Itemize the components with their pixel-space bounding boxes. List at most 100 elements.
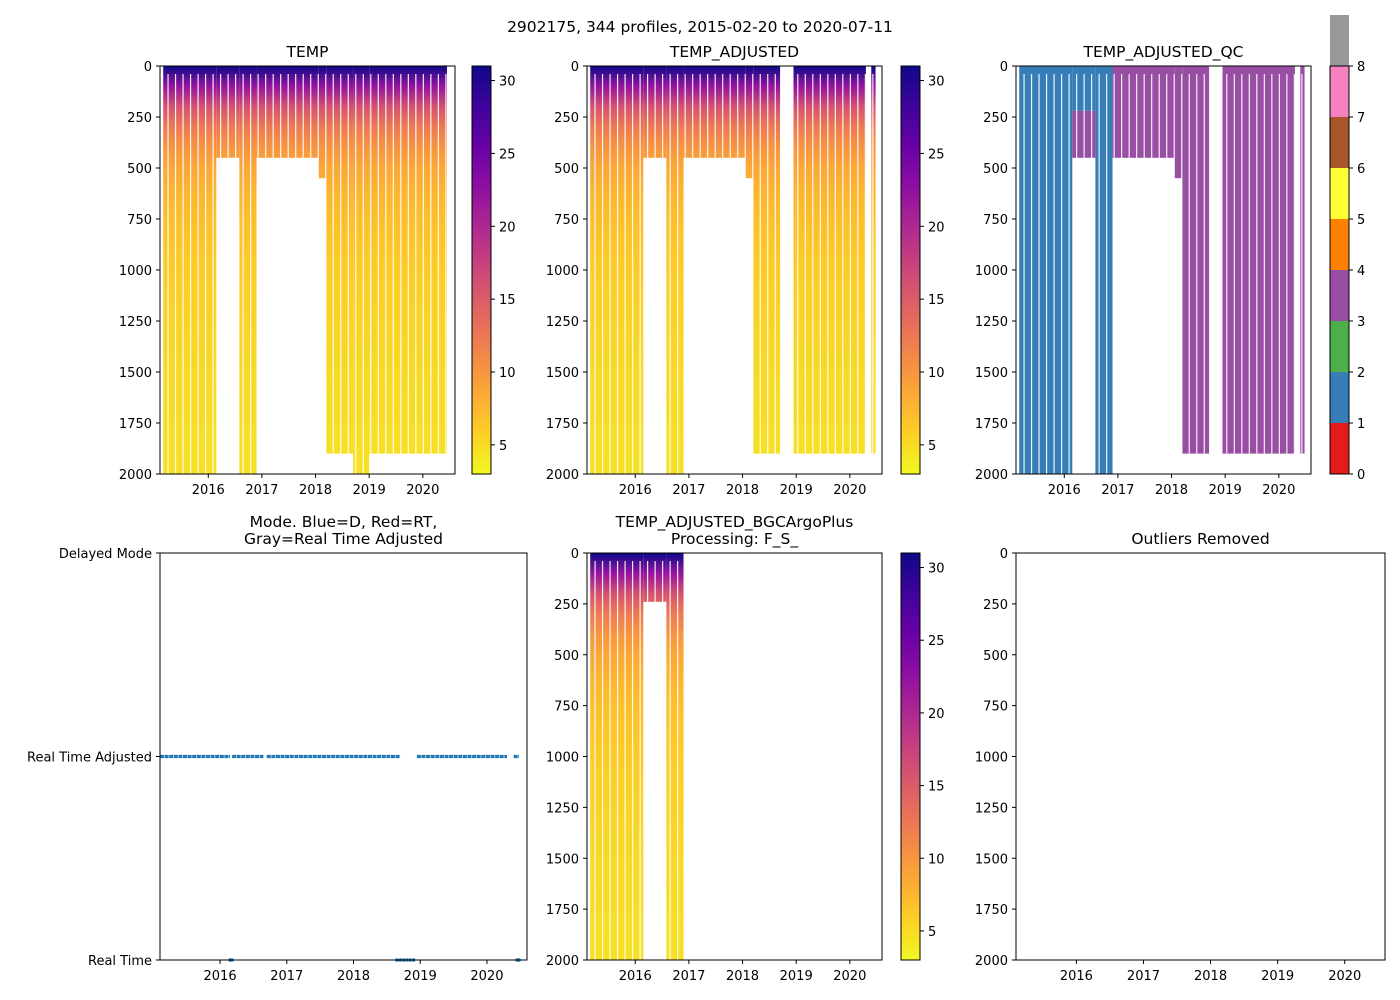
temp_qc-ytick-label: 1500 xyxy=(975,366,1008,381)
temp_qc-colorbar-tick-label: 0 xyxy=(1357,468,1365,483)
temp-profile-block xyxy=(353,66,370,474)
outliers-ytick-label: 250 xyxy=(983,598,1008,613)
temp_adj-profile-block xyxy=(745,66,754,179)
bgc-ytick-label: 750 xyxy=(554,700,579,715)
bgc-colorbar-tick-label: 5 xyxy=(928,925,936,940)
bgc-colorbar-tick-label: 15 xyxy=(928,780,945,795)
temp_adj-ytick-label: 750 xyxy=(554,213,579,228)
outliers-xtick-label: 2019 xyxy=(1261,969,1294,984)
temp_qc-colorbar-tick-label: 5 xyxy=(1357,213,1365,228)
temp_qc-xtick-label: 2017 xyxy=(1101,483,1134,498)
bgc-ytick-label: 1500 xyxy=(546,852,579,867)
temp_qc-xtick-label: 2018 xyxy=(1155,483,1188,498)
temp_adj-xtick-label: 2017 xyxy=(672,483,705,498)
temp-colorbar-tick-label: 5 xyxy=(499,439,507,454)
temp-colorbar-tick-label: 15 xyxy=(499,293,516,308)
mode-title: Gray=Real Time Adjusted xyxy=(244,530,443,548)
temp-profile-block xyxy=(318,66,327,179)
temp-ytick-label: 0 xyxy=(144,60,152,75)
temp_adj-xtick-label: 2020 xyxy=(833,483,866,498)
temp_qc-xtick-label: 2020 xyxy=(1262,483,1295,498)
temp_adj-ytick-label: 250 xyxy=(554,111,579,126)
temp_adj-ytick-label: 500 xyxy=(554,162,579,177)
temp_adj-ytick-label: 1250 xyxy=(546,315,579,330)
temp_adj-colorbar-tick-label: 20 xyxy=(928,220,945,235)
temp_qc-ytick-label: 500 xyxy=(983,162,1008,177)
temp_qc-colorbar-tick-label: 1 xyxy=(1357,417,1365,432)
temp_qc-qc-block xyxy=(1112,66,1175,158)
temp_adj-axes-frame xyxy=(586,65,883,475)
temp-colorbar-tick-label: 30 xyxy=(499,75,516,90)
outliers-xtick-label: 2016 xyxy=(1060,969,1093,984)
temp_qc-ytick-label: 1250 xyxy=(975,315,1008,330)
temp-colorbar-frame xyxy=(471,65,492,475)
mode-xtick-label: 2017 xyxy=(270,969,303,984)
bgc-xtick-label: 2016 xyxy=(619,969,652,984)
panel-bgc: 0 250 500 750 1000 1250 1500 1750 2000 2016 2017 20… xyxy=(546,513,945,984)
temp_qc-qc-block xyxy=(1095,66,1113,474)
bgc-ytick-label: 2000 xyxy=(546,954,579,969)
bgc-colorbar-tick-label: 20 xyxy=(928,707,945,722)
bgc-xtick-label: 2018 xyxy=(726,969,759,984)
temp_qc-colorbar-swatch xyxy=(1330,117,1349,168)
outliers-ytick-label: 0 xyxy=(1000,547,1008,562)
bgc-title: Processing: F_S_ xyxy=(671,530,798,549)
temp_adj-colorbar-fill xyxy=(901,66,920,474)
temp_adj-profile-block xyxy=(666,66,684,474)
temp-ytick-label: 2000 xyxy=(119,468,152,483)
bgc-xtick-label: 2020 xyxy=(833,969,866,984)
temp_adj-colorbar-tick-label: 10 xyxy=(928,366,945,381)
temp_qc-colorbar-tick-label: 2 xyxy=(1357,366,1365,381)
temp_qc-colorbar-swatch xyxy=(1330,66,1349,117)
temp_adj-xtick-label: 2016 xyxy=(619,483,652,498)
temp-xtick-label: 2018 xyxy=(299,483,332,498)
bgc-colorbar-tick-label: 10 xyxy=(928,852,945,867)
bgc-ytick-label: 250 xyxy=(554,598,579,613)
temp_qc-xtick-label: 2016 xyxy=(1048,483,1081,498)
temp-ytick-label: 500 xyxy=(127,162,152,177)
outliers-ytick-label: 2000 xyxy=(975,954,1008,969)
temp-axes-frame xyxy=(159,65,456,475)
temp_adj-title: TEMP_ADJUSTED xyxy=(669,43,799,62)
temp_qc-colorbar-tick-label: 6 xyxy=(1357,162,1365,177)
temp_qc-colorbar-swatch xyxy=(1330,168,1349,219)
mode-xtick-label: 2019 xyxy=(404,969,437,984)
bgc-ytick-label: 500 xyxy=(554,649,579,664)
temp_qc-ytick-label: 750 xyxy=(983,213,1008,228)
temp_adj-ytick-label: 2000 xyxy=(546,468,579,483)
outliers-ytick-label: 1000 xyxy=(975,751,1008,766)
temp-title: TEMP xyxy=(286,43,329,61)
temp-ytick-label: 1750 xyxy=(119,417,152,432)
outliers-title: Outliers Removed xyxy=(1131,530,1269,548)
temp-colorbar-tick-label: 25 xyxy=(499,147,516,162)
temp-xtick-label: 2020 xyxy=(406,483,439,498)
temp_qc-ytick-label: 1750 xyxy=(975,417,1008,432)
temp_qc-colorbar-swatch xyxy=(1330,15,1349,66)
temp_adj-ytick-label: 0 xyxy=(571,60,579,75)
temp_qc-qc-block xyxy=(1019,66,1073,474)
temp_adj-profile-block xyxy=(590,66,644,474)
temp-colorbar-fill xyxy=(472,66,491,474)
temp_qc-colorbar-swatch xyxy=(1330,321,1349,372)
mode-title: Mode. Blue=D, Red=RT, xyxy=(250,513,438,531)
panel-mode: Delayed Mode Real Time Adjusted Real Time 2… xyxy=(27,513,528,984)
temp_qc-colorbar-swatch xyxy=(1330,219,1349,270)
temp-xtick-label: 2019 xyxy=(353,483,386,498)
temp-ytick-label: 250 xyxy=(127,111,152,126)
temp_qc-colorbar-tick-label: 4 xyxy=(1357,264,1365,279)
outliers-xtick-label: 2017 xyxy=(1127,969,1160,984)
temp_qc-title: TEMP_ADJUSTED_QC xyxy=(1083,43,1244,62)
temp_adj-profile-block xyxy=(793,66,866,454)
outliers-ytick-label: 500 xyxy=(983,649,1008,664)
temp_adj-colorbar-tick-label: 30 xyxy=(928,75,945,90)
mode-xtick-label: 2018 xyxy=(337,969,370,984)
temp_adj-colorbar-tick-label: 5 xyxy=(928,439,936,454)
mode-xtick-label: 2016 xyxy=(204,969,237,984)
mode-xtick-label: 2020 xyxy=(470,969,503,984)
temp_qc-ytick-label: 2000 xyxy=(975,468,1008,483)
panel-temp_adj: 0 250 500 750 1000 1250 1500 1750 2000 2016 2017 20… xyxy=(546,43,945,498)
temp_qc-xtick-label: 2019 xyxy=(1209,483,1242,498)
mode-ytick-label: Real Time xyxy=(88,954,152,969)
